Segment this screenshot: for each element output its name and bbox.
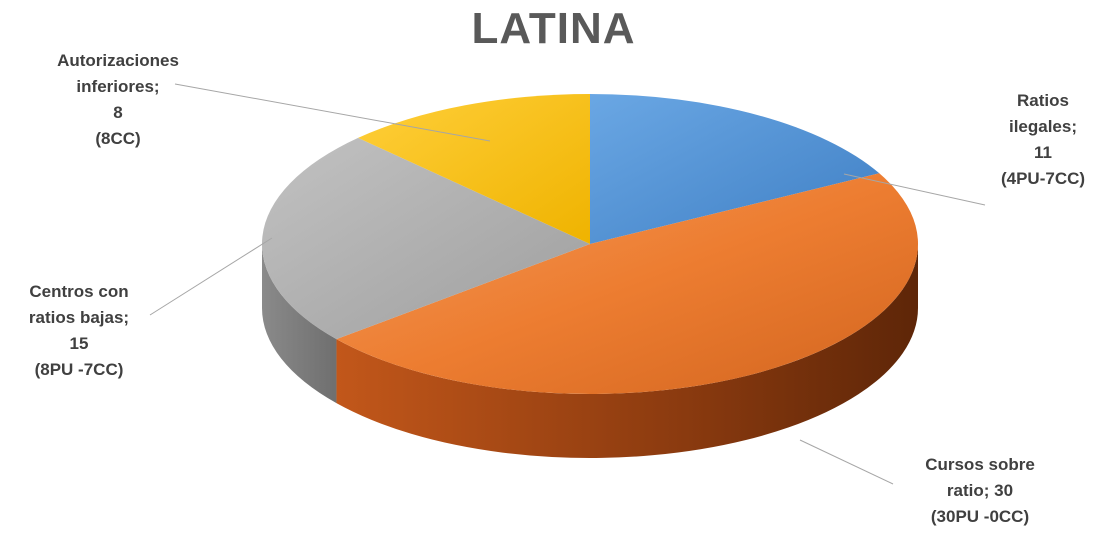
leader-line-ratios-ilegales (843, 173, 986, 206)
pie-side-centros-con-ratios-bajas (262, 244, 337, 404)
leader-line-cursos-sobre-ratio (799, 439, 894, 485)
data-label-cursos-sobre-ratio: Cursos sobre ratio; 30 (30PU -0CC) (925, 455, 1035, 526)
data-label-autorizaciones-inferiores: Autorizaciones inferiores; 8 (8CC) (57, 51, 179, 148)
pie-slice-centros-con-ratios-bajas (261, 137, 590, 340)
leader-line-autorizaciones-inferiores (174, 83, 491, 142)
leader-line-centros-con-ratios-bajas (149, 237, 273, 316)
pie-side-cursos-sobre-ratio (336, 244, 918, 459)
pie-slice-cursos-sobre-ratio (336, 173, 919, 395)
data-label-ratios-ilegales: Ratios ilegales; 11 (4PU-7CC) (1000, 91, 1086, 188)
pie-sides (262, 244, 918, 459)
data-label-centros-con-ratios-bajas: Centros con ratios bajas; 15 (8PU -7CC) (28, 282, 130, 379)
pie-slice-ratios-ilegales (590, 94, 880, 244)
pie-slice-autorizaciones-inferiores (358, 93, 590, 244)
pie-slices (261, 93, 919, 395)
leader-lines (149, 83, 986, 485)
chart-title: LATINA (471, 4, 636, 53)
